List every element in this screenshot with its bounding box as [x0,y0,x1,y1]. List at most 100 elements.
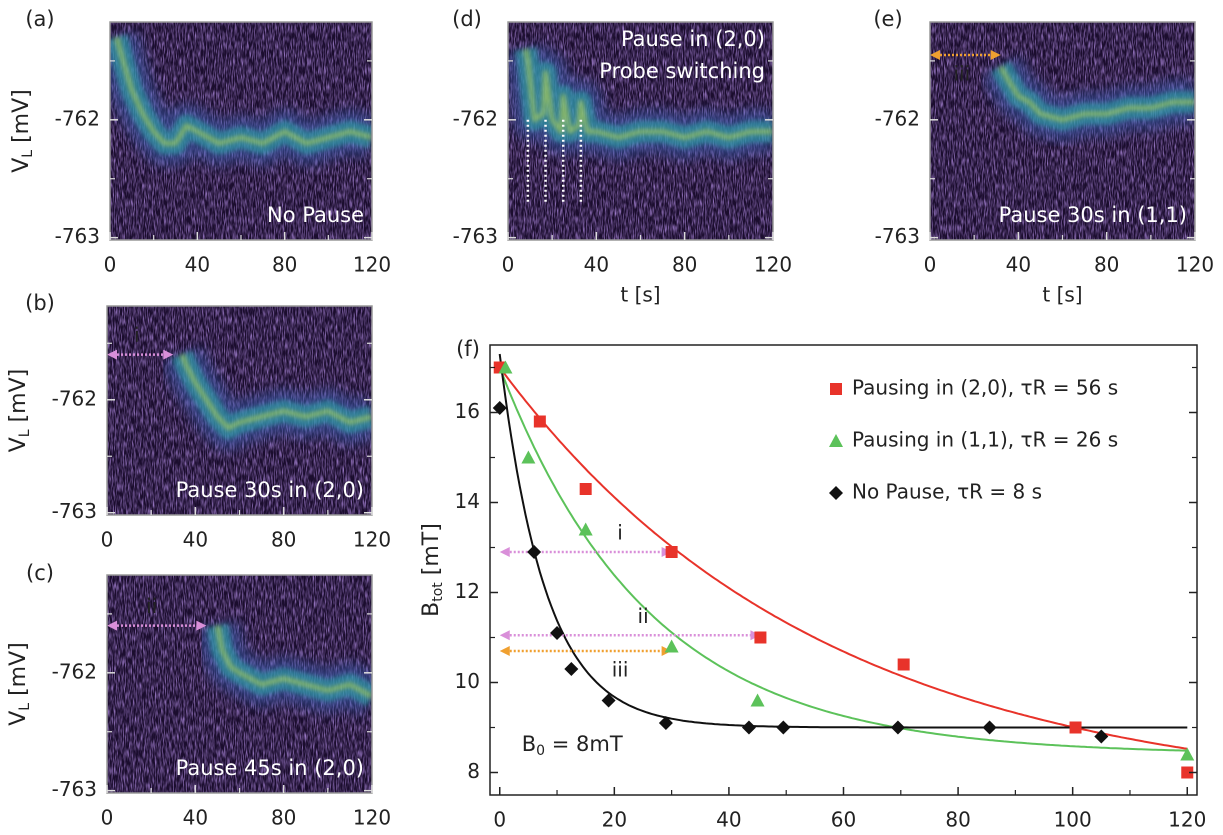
y-axis-label: VL [mV] [6,642,33,726]
marker [579,483,592,495]
y-axis-label: VL [mV] [6,369,33,453]
marker [890,720,905,735]
panel-label: (c) [26,561,54,585]
x-tick-label: 20 [602,808,627,832]
marker [658,716,673,730]
marker [741,720,756,735]
y-axis-label-part: V [6,437,31,452]
signal-trace [179,353,372,431]
y-axis-label: Btot [mT] [419,523,446,617]
annotation: B0 = 8mT [522,732,623,759]
x-tick-label: 120 [1168,808,1206,832]
marker [1094,729,1109,744]
annotation-label: i [617,521,623,545]
y-tick-label: -762 [52,659,97,683]
marker [533,415,546,428]
y-axis-label-part: [mV] [9,89,34,150]
x-tick-label: 40 [584,253,609,277]
x-tick-label: 0 [101,806,114,830]
arrow-head [163,349,174,360]
marker [664,639,679,653]
annotation-part: = 8mT [545,732,623,756]
x-tick-label: 40 [1006,253,1031,277]
annotation-label: i [134,323,140,347]
y-axis-label-part: V [9,158,34,173]
y-axis-label-part: V [6,711,31,726]
marker [776,720,791,735]
marker [564,662,579,676]
x-tick-label: 120 [353,253,391,277]
fit-curve [498,367,1188,752]
panel-label: (a) [25,7,54,31]
x-axis-label: t [s] [620,283,660,307]
legend-marker [830,383,842,395]
arrow-head [107,349,117,360]
x-tick-label: 80 [1094,253,1119,277]
annotation-part: B [522,732,536,756]
heatmap-layer [508,38,773,203]
x-tick-label: 100 [1054,808,1092,832]
y-axis-label-part: [mV] [6,369,31,430]
arrow-head [499,630,510,641]
x-tick-label: 120 [353,806,391,830]
panel-caption: No Pause [267,203,364,227]
marker [1181,766,1194,779]
marker [1180,747,1195,761]
marker [982,720,997,735]
x-tick-label: 0 [104,253,117,277]
annotation-label: ii [638,604,649,628]
annotation-part: 0 [536,743,545,759]
marker [492,401,507,415]
marker [578,522,593,536]
x-tick-label: 0 [924,253,937,277]
panel-caption: Pause 30s in (2,0) [176,478,364,502]
arrow-head [107,620,117,631]
y-tick-label: -762 [55,106,100,130]
y-tick-label: -763 [875,224,920,248]
panel-label: (d) [452,7,482,31]
y-axis-label-part: B [419,602,444,617]
panel-caption: Pause 30s in (1,1) [999,203,1187,227]
panel-label: (e) [873,7,902,31]
x-tick-label: 120 [353,528,391,552]
y-axis-label-part: [mV] [6,642,31,703]
y-tick-label: -762 [875,106,920,130]
marker [754,631,767,644]
x-tick-label: 40 [716,808,741,832]
signal-trace [998,65,1195,123]
plot-background [490,345,1197,795]
arrow-head [196,620,207,631]
x-tick-label: 0 [493,808,506,832]
x-tick-label: 60 [831,808,856,832]
panel-caption: Pause 45s in (2,0) [176,756,364,780]
panel-label: (b) [25,291,55,315]
annotation-label: ii [146,594,157,618]
x-tick-label: 80 [271,806,296,830]
heatmap-layer: iii [930,49,1195,142]
panel-caption: Pause in (2,0) [621,27,765,51]
x-tick-label: 0 [101,528,114,552]
legend-marker [829,486,843,500]
x-tick-label: 0 [502,253,515,277]
heatmap-layer [110,31,372,166]
y-tick-label: 8 [467,759,480,783]
annotation-label: iii [612,658,629,682]
legend-label: No Pause, τR = 8 s [852,480,1042,504]
legend-label: Pausing in (2,0), τR = 56 s [852,376,1118,400]
y-tick-label: -763 [52,777,97,801]
x-tick-label: 80 [672,253,697,277]
y-axis-label-part: [mT] [419,523,444,582]
legend-label: Pausing in (1,1), τR = 26 s [852,428,1118,452]
x-tick-label: 40 [183,806,208,830]
y-axis-label-part: L [17,429,33,437]
marker [1069,721,1082,734]
y-tick-label: -763 [52,499,97,523]
marker [601,693,616,708]
y-tick-label: -762 [52,386,97,410]
arrow-head [499,646,510,656]
y-tick-label: 10 [455,669,480,693]
marker [897,658,910,671]
marker [665,546,678,558]
x-axis-label: t [s] [1042,283,1082,307]
annotation-label: iii [953,61,970,85]
